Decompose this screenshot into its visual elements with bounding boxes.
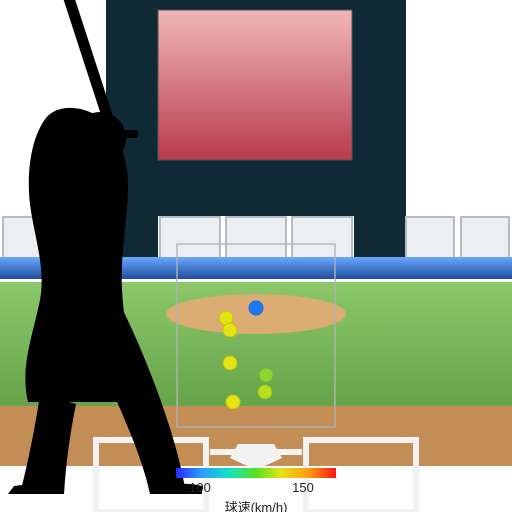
speed-legend: 100 150 球速(km/h) [0,0,512,512]
legend-tick: 150 [292,480,314,495]
legend-tick: 100 [189,480,211,495]
pitch-location-chart: 100 150 球速(km/h) [0,0,512,512]
legend-title: 球速(km/h) [225,497,288,512]
